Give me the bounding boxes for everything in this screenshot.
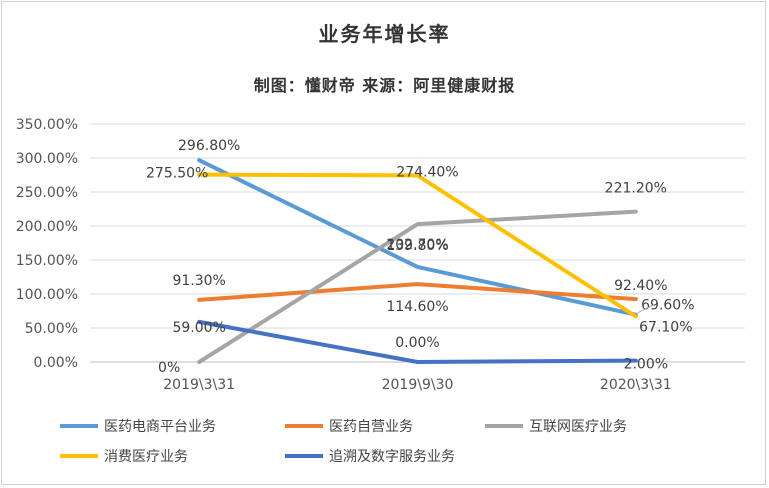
data-label: 59.00% — [172, 320, 225, 336]
y-tick-label: 300.00% — [16, 151, 78, 167]
y-tick-label: 150.00% — [16, 253, 78, 269]
legend-label: 追溯及数字服务业务 — [329, 449, 455, 465]
data-label: 274.40% — [396, 164, 458, 180]
y-tick-label: 350.00% — [16, 117, 78, 133]
x-tick-label: 2019\3\31 — [163, 377, 235, 393]
legend-label: 互联网医疗业务 — [529, 419, 627, 435]
chart-title: 业务年增长率 — [318, 22, 451, 46]
legend-swatch — [60, 424, 98, 428]
data-label: 275.50% — [146, 166, 208, 182]
y-tick-label: 200.00% — [16, 219, 78, 235]
legend-label: 医药自营业务 — [329, 419, 413, 435]
data-label: 139.80% — [386, 238, 448, 254]
legend-item: 互联网医疗业务 — [485, 416, 627, 436]
y-tick-label: 100.00% — [16, 287, 78, 303]
series-line — [197, 282, 638, 302]
chart-subtitle: 制图：懂财帝 来源：阿里健康财报 — [253, 76, 516, 95]
data-label: 92.40% — [614, 278, 667, 294]
data-label: 0% — [158, 360, 180, 376]
data-label-leader — [637, 304, 655, 314]
legend-label: 医药电商平台业务 — [104, 419, 216, 435]
data-label: 202.70% — [386, 237, 448, 253]
series-line — [197, 209, 638, 364]
series-line — [197, 319, 638, 364]
legend-item: 医药自营业务 — [285, 416, 413, 436]
data-label: 67.10% — [639, 319, 692, 335]
legend-item: 医药电商平台业务 — [60, 416, 216, 436]
data-label: 91.30% — [172, 273, 225, 289]
legend-label: 消费医疗业务 — [104, 449, 188, 465]
legend-swatch — [285, 424, 323, 428]
legend-swatch — [285, 454, 323, 458]
y-tick-label: 0.00% — [34, 355, 78, 371]
x-tick-label: 2020\3\31 — [600, 377, 672, 393]
legend-swatch — [485, 424, 523, 428]
data-label: 114.60% — [386, 299, 448, 315]
y-tick-label: 50.00% — [25, 321, 78, 337]
series-line — [197, 172, 638, 319]
data-label: 296.80% — [178, 138, 240, 154]
legend-swatch — [60, 454, 98, 458]
data-label: 69.60% — [641, 298, 694, 314]
x-tick-label: 2019\9\30 — [382, 377, 454, 393]
data-label: 221.20% — [605, 181, 667, 197]
data-label: 0.00% — [395, 335, 439, 351]
legend-item: 消费医疗业务 — [60, 446, 188, 466]
data-label: 2.00% — [624, 357, 668, 373]
series-line — [197, 158, 638, 317]
y-tick-label: 250.00% — [16, 185, 78, 201]
legend-item: 追溯及数字服务业务 — [285, 446, 455, 466]
